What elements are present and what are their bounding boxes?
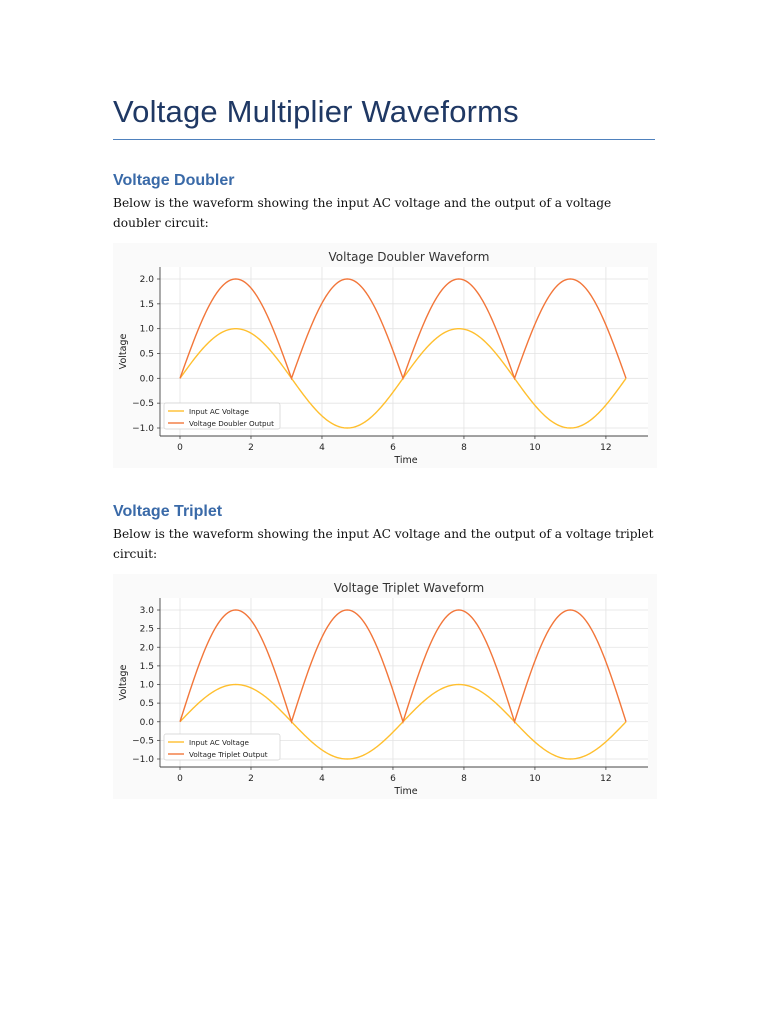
x-axis-label: Time bbox=[393, 455, 417, 466]
x-tick-label: 6 bbox=[390, 443, 396, 453]
y-axis-label: Voltage bbox=[118, 665, 129, 701]
chart-title: Voltage Triplet Waveform bbox=[334, 581, 484, 595]
y-axis-label: Voltage bbox=[118, 334, 129, 370]
y-tick-label: 1.5 bbox=[140, 662, 154, 672]
y-tick-label: 0.0 bbox=[140, 718, 155, 728]
y-tick-label: 1.5 bbox=[140, 300, 154, 310]
legend-label: Voltage Doubler Output bbox=[189, 419, 274, 428]
x-tick-label: 6 bbox=[390, 774, 396, 784]
title-underline bbox=[113, 139, 655, 140]
x-tick-label: 2 bbox=[248, 774, 254, 784]
y-tick-label: 0.5 bbox=[140, 699, 154, 709]
chart-title: Voltage Doubler Waveform bbox=[328, 250, 489, 264]
y-tick-label: −0.5 bbox=[132, 736, 154, 746]
legend-box bbox=[163, 733, 281, 761]
x-tick-label: 12 bbox=[600, 774, 611, 784]
legend-label: Voltage Triplet Output bbox=[189, 750, 268, 759]
x-tick-label: 12 bbox=[600, 443, 611, 453]
document-title: Voltage Multiplier Waveforms bbox=[113, 94, 519, 129]
x-axis-label: Time bbox=[393, 786, 417, 797]
output-voltage-line bbox=[179, 278, 627, 381]
y-tick-label: −0.5 bbox=[132, 399, 154, 409]
x-tick-label: 0 bbox=[177, 774, 183, 784]
y-tick-label: 0.5 bbox=[140, 350, 154, 360]
legend-box bbox=[163, 402, 281, 430]
x-tick-label: 4 bbox=[319, 443, 325, 453]
section-heading-triplet: Voltage Triplet bbox=[113, 503, 223, 520]
section-heading-doubler: Voltage Doubler bbox=[113, 172, 235, 189]
y-tick-label: 2.0 bbox=[140, 275, 155, 285]
legend-label: Input AC Voltage bbox=[189, 738, 250, 747]
y-tick-label: 1.0 bbox=[140, 681, 155, 691]
triplet-waveform-chart: 0 2 4 6 8 10 12 −1.0 −0.5 0.0 0.5 1.0 1.5 2.0 2.5 3.0 Vo… bbox=[113, 574, 657, 799]
section-text-doubler: Below is the waveform showing the input … bbox=[113, 196, 612, 230]
y-tick-label: 2.0 bbox=[140, 643, 155, 653]
x-tick-label: 8 bbox=[461, 774, 467, 784]
section-text-triplet: Below is the waveform showing the input … bbox=[113, 527, 654, 561]
x-tick-label: 0 bbox=[177, 443, 183, 453]
legend-label: Input AC Voltage bbox=[189, 407, 250, 416]
x-tick-label: 10 bbox=[529, 774, 541, 784]
output-voltage-line bbox=[179, 609, 627, 725]
doubler-waveform-chart: 0 2 4 6 8 10 12 −1.0 −0.5 0.0 0.5 1.0 1.5 2.0 Voltage … bbox=[113, 243, 657, 468]
x-tick-label: 4 bbox=[319, 774, 325, 784]
y-tick-label: −1.0 bbox=[132, 755, 154, 765]
y-tick-label: 1.0 bbox=[140, 325, 155, 335]
y-tick-label: −1.0 bbox=[132, 424, 154, 434]
y-tick-label: 0.0 bbox=[140, 374, 155, 384]
x-tick-label: 8 bbox=[461, 443, 467, 453]
y-tick-label: 2.5 bbox=[140, 625, 154, 635]
x-tick-label: 10 bbox=[529, 443, 541, 453]
y-tick-label: 3.0 bbox=[140, 606, 155, 616]
x-tick-label: 2 bbox=[248, 443, 254, 453]
